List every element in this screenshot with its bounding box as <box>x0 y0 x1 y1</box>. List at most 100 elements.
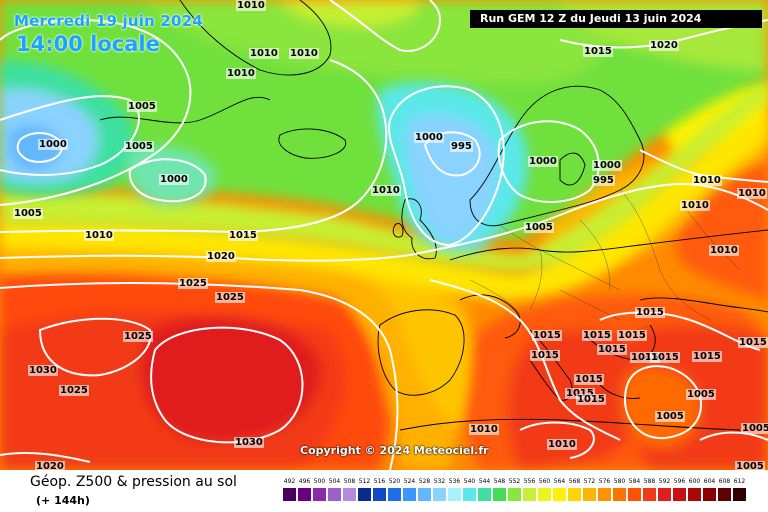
isobar-label: 1015 <box>576 394 606 405</box>
copyright-notice: Copyright © 2024 Meteociel.fr <box>300 444 489 457</box>
isobar-label: 1030 <box>234 437 264 448</box>
scale-swatch <box>343 488 356 501</box>
scale-swatch <box>673 488 686 501</box>
lead-time: (+ 144h) <box>36 494 90 507</box>
scale-swatch <box>463 488 476 501</box>
isobar-label: 1015 <box>692 351 722 362</box>
forecast-map: 1010 1010 1010 1010 1015 1020 1005 1005 1000 1000… <box>0 0 768 470</box>
scale-tick-label: 608 <box>718 478 731 485</box>
isobar-label: 995 <box>592 175 615 186</box>
isobar-label: 1015 <box>228 230 258 241</box>
product-title: Géop. Z500 & pression au sol <box>30 474 237 490</box>
scale-swatch <box>583 488 596 501</box>
scale-tick-label: 564 <box>553 478 566 485</box>
isobar-label: 1015 <box>530 350 560 361</box>
scale-swatch <box>403 488 416 501</box>
scale-tick-label: 516 <box>373 478 386 485</box>
scale-swatch <box>568 488 581 501</box>
scale-tick-label: 500 <box>313 478 326 485</box>
isobar-label: 1025 <box>123 331 153 342</box>
isobar-label: 1010 <box>236 0 266 11</box>
scale-tick-label: 544 <box>478 478 491 485</box>
isobar-label: 1005 <box>124 141 154 152</box>
scale-swatch <box>508 488 521 501</box>
isobar-label: 1015 <box>583 46 613 57</box>
scale-tick-label: 504 <box>328 478 341 485</box>
isobar-label: 1010 <box>709 245 739 256</box>
scale-swatch <box>538 488 551 501</box>
isobar-label: 1000 <box>38 139 68 150</box>
scale-tick-label: 556 <box>523 478 536 485</box>
scale-tick-label: 596 <box>673 478 686 485</box>
isobar-label: 1015 <box>582 330 612 341</box>
scale-tick-label: 536 <box>448 478 461 485</box>
isobar-label: 1015 <box>617 330 647 341</box>
scale-swatch <box>283 488 296 501</box>
scale-tick-label: 568 <box>568 478 581 485</box>
valid-time: 14:00 locale <box>16 32 160 56</box>
scale-swatch <box>418 488 431 501</box>
scale-swatch <box>523 488 536 501</box>
scale-tick-label: 524 <box>403 478 416 485</box>
scale-tick-label: 512 <box>358 478 371 485</box>
scale-swatch <box>598 488 611 501</box>
scale-swatch <box>478 488 491 501</box>
scale-swatch <box>448 488 461 501</box>
isobar-label: 1015 <box>597 344 627 355</box>
isobar-label: 1005 <box>13 208 43 219</box>
isobar-label: 1015 <box>532 330 562 341</box>
isobar-label: 1015 <box>630 352 660 363</box>
scale-swatch <box>313 488 326 501</box>
isobar-label: 1010 <box>692 175 722 186</box>
isobar-label: 1000 <box>159 174 189 185</box>
isobar-label: 1030 <box>28 365 58 376</box>
scale-swatch <box>373 488 386 501</box>
isobar-label: 1025 <box>178 278 208 289</box>
scale-tick-label: 552 <box>508 478 521 485</box>
isobar-label: 1010 <box>469 424 499 435</box>
isobar-label: 1010 <box>547 439 577 450</box>
color-scale-legend: 492 496 500 504 508 512 516 520 524 528 532 536 540 5… <box>283 478 751 506</box>
scale-tick-label: 496 <box>298 478 311 485</box>
scale-tick-label: 508 <box>343 478 356 485</box>
run-banner: Run GEM 12 Z du Jeudi 13 juin 2024 <box>470 10 762 28</box>
scale-swatch <box>358 488 371 501</box>
isobar-label: 1015 <box>650 352 680 363</box>
scale-tick-label: 532 <box>433 478 446 485</box>
scale-swatch <box>628 488 641 501</box>
isobar-label: 1010 <box>249 48 279 59</box>
scale-tick-label: 548 <box>493 478 506 485</box>
isobar-label: 1020 <box>649 40 679 51</box>
isobar-label: 1010 <box>226 68 256 79</box>
scale-swatch <box>388 488 401 501</box>
isobar-label: 1000 <box>528 156 558 167</box>
scale-tick-label: 560 <box>538 478 551 485</box>
scale-swatch <box>733 488 746 501</box>
scale-swatch <box>613 488 626 501</box>
scale-swatch <box>553 488 566 501</box>
country-borders <box>469 189 741 321</box>
scale-tick-label: 584 <box>628 478 641 485</box>
isobar-label: 995 <box>450 141 473 152</box>
isobar-label: 1005 <box>127 101 157 112</box>
isobar-label: 1015 <box>565 388 595 399</box>
scale-tick-label: 540 <box>463 478 476 485</box>
scale-tick-label: 528 <box>418 478 431 485</box>
scale-tick-label: 576 <box>598 478 611 485</box>
scale-tick-label: 604 <box>703 478 716 485</box>
isobar-label: 1010 <box>737 188 767 199</box>
geopotential-field <box>0 0 768 470</box>
scale-swatch <box>493 488 506 501</box>
scale-swatch <box>328 488 341 501</box>
scale-tick-label: 612 <box>733 478 746 485</box>
isobar-label: 1005 <box>741 423 768 434</box>
scale-tick-label: 492 <box>283 478 296 485</box>
isobar-label: 1010 <box>680 200 710 211</box>
isobar-label: 1020 <box>35 461 65 470</box>
isobar-label: 1010 <box>84 230 114 241</box>
isobar-label: 1005 <box>655 411 685 422</box>
scale-tick-label: 572 <box>583 478 596 485</box>
isobar-label: 1010 <box>371 185 401 196</box>
scale-tick-label: 588 <box>643 478 656 485</box>
isobar-label: 1000 <box>414 132 444 143</box>
